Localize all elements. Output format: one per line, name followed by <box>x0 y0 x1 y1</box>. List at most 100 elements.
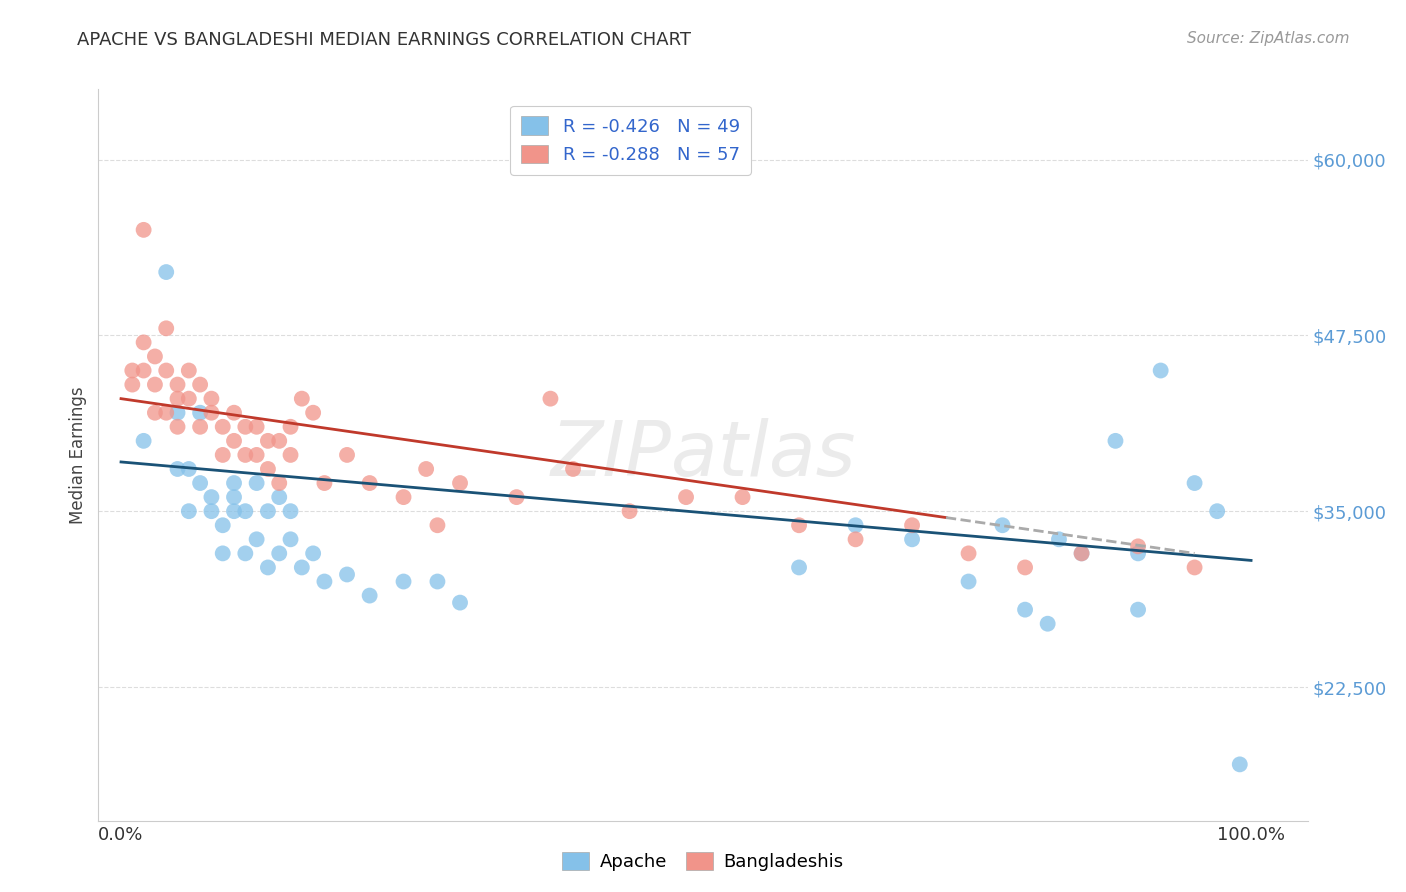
Point <box>957 546 980 560</box>
Point <box>280 419 302 434</box>
Point <box>233 504 256 518</box>
Point <box>132 363 155 377</box>
Point <box>845 518 868 533</box>
Point <box>302 406 325 420</box>
Point <box>166 377 188 392</box>
Point <box>132 223 155 237</box>
Text: Source: ZipAtlas.com: Source: ZipAtlas.com <box>1187 31 1350 46</box>
Point <box>121 363 143 377</box>
Point <box>132 434 155 448</box>
Point <box>1014 560 1036 574</box>
Point <box>538 392 561 406</box>
Point <box>280 504 302 518</box>
Point <box>143 406 166 420</box>
Point <box>211 518 233 533</box>
Point <box>426 518 449 533</box>
Point <box>222 406 245 420</box>
Point <box>1150 363 1173 377</box>
Point <box>132 335 155 350</box>
Point <box>177 504 200 518</box>
Point <box>1126 602 1149 616</box>
Point <box>1047 533 1070 547</box>
Point <box>188 377 211 392</box>
Point <box>166 392 188 406</box>
Point <box>200 504 222 518</box>
Point <box>505 490 527 504</box>
Point <box>257 560 280 574</box>
Point <box>562 462 585 476</box>
Point <box>845 533 868 547</box>
Point <box>188 419 211 434</box>
Point <box>731 490 754 504</box>
Point <box>359 589 381 603</box>
Point <box>177 363 200 377</box>
Point <box>257 504 280 518</box>
Point <box>1014 602 1036 616</box>
Point <box>143 350 166 364</box>
Point <box>246 448 269 462</box>
Point <box>787 560 810 574</box>
Point <box>269 476 291 491</box>
Point <box>121 377 143 392</box>
Point <box>155 406 177 420</box>
Point <box>1104 434 1126 448</box>
Point <box>901 533 924 547</box>
Point <box>155 363 177 377</box>
Point <box>257 462 280 476</box>
Point <box>257 434 280 448</box>
Point <box>359 476 381 491</box>
Point <box>211 419 233 434</box>
Point <box>166 419 188 434</box>
Text: ZIPatlas: ZIPatlas <box>550 418 856 491</box>
Point <box>314 574 336 589</box>
Point <box>1126 546 1149 560</box>
Point <box>1036 616 1059 631</box>
Point <box>233 546 256 560</box>
Point <box>415 462 437 476</box>
Point <box>155 265 177 279</box>
Point <box>246 419 269 434</box>
Point <box>233 419 256 434</box>
Point <box>222 490 245 504</box>
Point <box>211 448 233 462</box>
Point <box>392 574 415 589</box>
Point <box>901 518 924 533</box>
Point <box>166 406 188 420</box>
Point <box>200 490 222 504</box>
Point <box>177 462 200 476</box>
Legend: Apache, Bangladeshis: Apache, Bangladeshis <box>555 845 851 879</box>
Point <box>222 476 245 491</box>
Point <box>233 448 256 462</box>
Point <box>291 392 314 406</box>
Point <box>291 560 314 574</box>
Point <box>269 490 291 504</box>
Point <box>269 434 291 448</box>
Point <box>675 490 697 504</box>
Point <box>155 321 177 335</box>
Point <box>280 533 302 547</box>
Point <box>222 434 245 448</box>
Point <box>211 546 233 560</box>
Point <box>200 392 222 406</box>
Point <box>188 406 211 420</box>
Point <box>1206 504 1229 518</box>
Legend: R = -0.426   N = 49, R = -0.288   N = 57: R = -0.426 N = 49, R = -0.288 N = 57 <box>510 105 751 175</box>
Point <box>1126 539 1149 553</box>
Point <box>449 476 471 491</box>
Point <box>619 504 641 518</box>
Point <box>188 476 211 491</box>
Point <box>449 596 471 610</box>
Point <box>787 518 810 533</box>
Point <box>426 574 449 589</box>
Point <box>336 567 359 582</box>
Point <box>246 533 269 547</box>
Text: APACHE VS BANGLADESHI MEDIAN EARNINGS CORRELATION CHART: APACHE VS BANGLADESHI MEDIAN EARNINGS CO… <box>77 31 692 49</box>
Point <box>302 546 325 560</box>
Point <box>200 406 222 420</box>
Point <box>1184 560 1206 574</box>
Y-axis label: Median Earnings: Median Earnings <box>69 386 87 524</box>
Point <box>392 490 415 504</box>
Point <box>166 462 188 476</box>
Point <box>1070 546 1092 560</box>
Point <box>336 448 359 462</box>
